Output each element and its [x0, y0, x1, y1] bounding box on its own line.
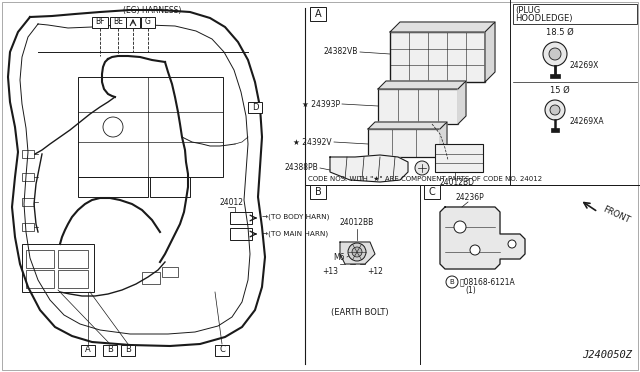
- Text: 24012: 24012: [220, 198, 244, 207]
- Text: →(TO BODY HARN): →(TO BODY HARN): [262, 214, 330, 220]
- Text: HOODLEDGE): HOODLEDGE): [515, 13, 573, 22]
- Circle shape: [508, 240, 516, 248]
- Circle shape: [415, 161, 429, 175]
- Bar: [22, 173, 34, 181]
- Text: 24269X: 24269X: [570, 61, 600, 71]
- Bar: [215, 344, 229, 356]
- Bar: [378, 89, 458, 124]
- Bar: [424, 185, 440, 199]
- Text: 24388PB: 24388PB: [284, 164, 318, 173]
- Text: (1): (1): [465, 285, 476, 295]
- Text: C: C: [219, 346, 225, 355]
- Text: 24012BD: 24012BD: [440, 178, 475, 187]
- Bar: [551, 128, 559, 132]
- Circle shape: [352, 247, 362, 257]
- Circle shape: [549, 48, 561, 60]
- Text: FRONT: FRONT: [601, 205, 631, 225]
- Text: 24269XA: 24269XA: [570, 118, 605, 126]
- Polygon shape: [368, 122, 447, 129]
- Text: B: B: [315, 187, 321, 197]
- Text: →(TO MAIN HARN): →(TO MAIN HARN): [262, 231, 328, 237]
- Text: M6: M6: [333, 253, 345, 262]
- Circle shape: [348, 243, 366, 261]
- Bar: [26, 250, 54, 268]
- Text: Ⓑ08168-6121A: Ⓑ08168-6121A: [460, 278, 516, 286]
- Text: B: B: [125, 346, 131, 355]
- Bar: [22, 150, 34, 158]
- Polygon shape: [378, 81, 466, 89]
- Text: 24236P: 24236P: [455, 193, 484, 202]
- Text: A: A: [85, 346, 91, 355]
- Circle shape: [545, 100, 565, 120]
- Bar: [22, 198, 34, 206]
- Bar: [58, 250, 88, 268]
- Text: BF: BF: [95, 17, 105, 26]
- Text: (EARTH BOLT): (EARTH BOLT): [331, 308, 389, 317]
- Polygon shape: [440, 207, 525, 269]
- Polygon shape: [458, 81, 466, 124]
- Text: (EG) HARNESS): (EG) HARNESS): [123, 6, 181, 15]
- Circle shape: [454, 221, 466, 233]
- Bar: [368, 129, 440, 157]
- Bar: [248, 102, 262, 112]
- Text: 24012BB: 24012BB: [340, 218, 374, 227]
- Circle shape: [543, 42, 567, 66]
- Bar: [58, 270, 88, 288]
- Text: 15 Ø: 15 Ø: [550, 86, 570, 94]
- Text: (PLUG: (PLUG: [515, 6, 540, 15]
- Bar: [550, 74, 560, 78]
- Circle shape: [446, 276, 458, 288]
- Bar: [78, 77, 223, 177]
- Text: G: G: [145, 17, 151, 26]
- Bar: [310, 7, 326, 21]
- Text: B: B: [450, 279, 454, 285]
- Text: ★ 24393P: ★ 24393P: [302, 99, 340, 109]
- Polygon shape: [485, 22, 495, 82]
- Bar: [81, 344, 95, 356]
- Bar: [390, 32, 485, 82]
- Bar: [22, 244, 94, 292]
- Bar: [78, 177, 148, 197]
- Text: C: C: [429, 187, 435, 197]
- Bar: [230, 228, 252, 240]
- Bar: [22, 223, 34, 231]
- Bar: [141, 16, 155, 28]
- Text: +13: +13: [322, 267, 338, 276]
- Circle shape: [550, 105, 560, 115]
- Bar: [103, 344, 117, 356]
- Polygon shape: [390, 22, 495, 32]
- Bar: [310, 185, 326, 199]
- Bar: [92, 16, 108, 28]
- Bar: [110, 16, 126, 28]
- Polygon shape: [440, 122, 447, 157]
- Text: BE: BE: [113, 17, 123, 26]
- Bar: [513, 4, 637, 24]
- Text: A: A: [315, 9, 321, 19]
- Text: 18.5 Ø: 18.5 Ø: [546, 28, 574, 36]
- Polygon shape: [330, 155, 408, 182]
- Text: +12: +12: [367, 267, 383, 276]
- Bar: [126, 17, 140, 28]
- Text: J240050Z: J240050Z: [582, 350, 632, 360]
- Bar: [162, 267, 178, 277]
- Text: B: B: [107, 346, 113, 355]
- Bar: [121, 344, 135, 356]
- Bar: [230, 212, 252, 224]
- Polygon shape: [340, 242, 375, 264]
- Circle shape: [470, 245, 480, 255]
- Text: 24382VB: 24382VB: [324, 48, 358, 57]
- Bar: [142, 272, 160, 284]
- Text: D: D: [252, 103, 259, 112]
- Bar: [435, 144, 483, 172]
- Text: ★ 24392V: ★ 24392V: [293, 138, 332, 147]
- Bar: [26, 270, 54, 288]
- Bar: [150, 177, 190, 197]
- Text: CODE NOS. WITH "★" ARE COMPONENT PARTS OF CODE NO. 24012: CODE NOS. WITH "★" ARE COMPONENT PARTS O…: [308, 176, 542, 182]
